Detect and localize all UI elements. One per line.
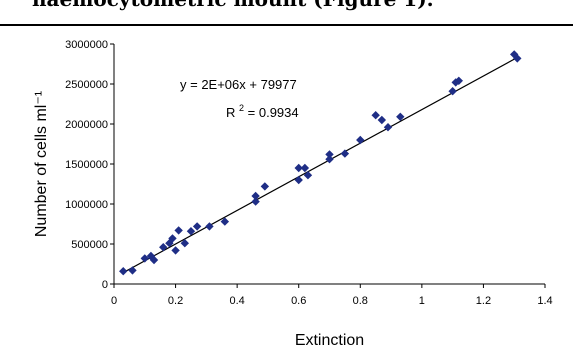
equation-label: y = 2E+06x + 79977 [180,77,297,92]
data-point [510,50,519,59]
data-point [180,239,190,248]
data-point [513,54,522,63]
data-point [171,246,180,255]
context-text-fragment: haemocytometric mount (Figure 1). [32,0,434,11]
data-point [303,171,313,180]
data-point [119,267,128,276]
data-point [149,255,159,265]
data-point [377,115,387,125]
x-tick-label: 0.6 [291,295,306,307]
y-tick-label: 1500000 [65,159,108,171]
data-point [371,111,380,120]
y-tick-label: 2000000 [65,119,108,131]
data-point [205,222,214,231]
y-tick-label: 3000000 [65,39,108,51]
data-point [356,135,365,145]
divider [0,24,573,26]
data-point [251,197,260,206]
r-squared-label: R 2 = 0.9934 [226,99,299,120]
data-point [383,123,393,132]
data-point [294,175,303,185]
data-point [168,234,177,243]
data-point [251,191,260,201]
data-point [340,149,350,158]
y-tick-label: 500000 [71,239,108,251]
data-point [300,163,310,173]
regression-annotation: y = 2E+06x + 79977 R 2 = 0.9934 [180,77,299,120]
x-tick-label: 0.2 [168,295,183,307]
data-point [454,76,463,85]
y-tick-label: 1000000 [65,199,108,211]
r-squared-value: = 0.9934 [248,105,299,120]
x-tick-label: 1 [419,295,425,307]
y-tick-label: 2500000 [65,79,108,91]
data-point [260,182,270,191]
x-tick-label: 1.4 [537,295,552,307]
y-tick-label: 0 [102,279,108,291]
y-axis-title: Number of cells ml⁻¹ [33,91,50,237]
data-point [448,87,457,96]
x-axis-title: Extinction [295,332,364,349]
data-point [220,217,230,226]
data-point [186,227,196,236]
data-point [294,163,303,173]
data-point [159,243,168,252]
axes [110,43,546,288]
x-tick-label: 0.4 [229,295,244,307]
data-point [325,155,334,164]
data-point [192,222,202,231]
r-squared-symbol: R [226,105,235,120]
data-point [325,150,334,159]
data-point [140,254,149,263]
data-points [119,50,522,276]
x-tick-label: 1.2 [476,295,491,307]
data-point [128,266,137,275]
x-tick-label: 0.8 [353,295,368,307]
data-point [174,226,183,235]
r-squared-superscript: 2 [239,103,244,113]
tick-labels: 0 500000 1000000 1500000 2000000 2500000 30000… [65,39,552,307]
x-tick-label: 0 [111,295,117,307]
data-point [396,112,405,121]
